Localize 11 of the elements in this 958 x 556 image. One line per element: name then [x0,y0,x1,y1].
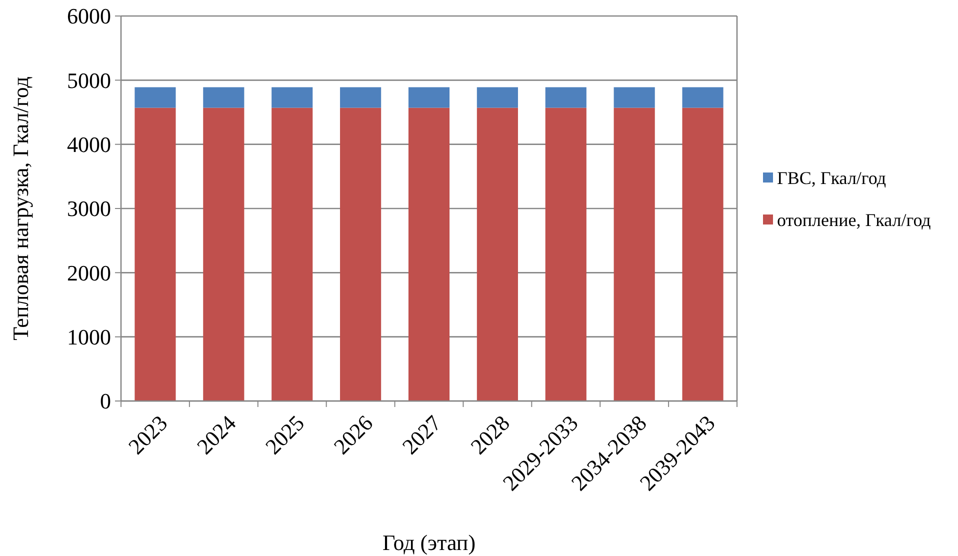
y-tick-label: 1000 [67,324,111,350]
y-tick-label: 5000 [67,68,111,93]
y-tick-label: 6000 [67,4,111,29]
legend-label: ГВС, Гкал/год [777,168,886,188]
y-tick-label: 2000 [67,260,111,286]
y-tick-label: 0 [100,388,111,414]
legend-label: отопление, Гкал/год [777,210,931,230]
y-tick-label: 4000 [67,132,111,158]
y-tick-label: 3000 [67,196,111,222]
y-axis-title: Тепловая нагрузка, Гкал/год [8,76,33,340]
x-axis-title: Год (этап) [382,530,476,555]
